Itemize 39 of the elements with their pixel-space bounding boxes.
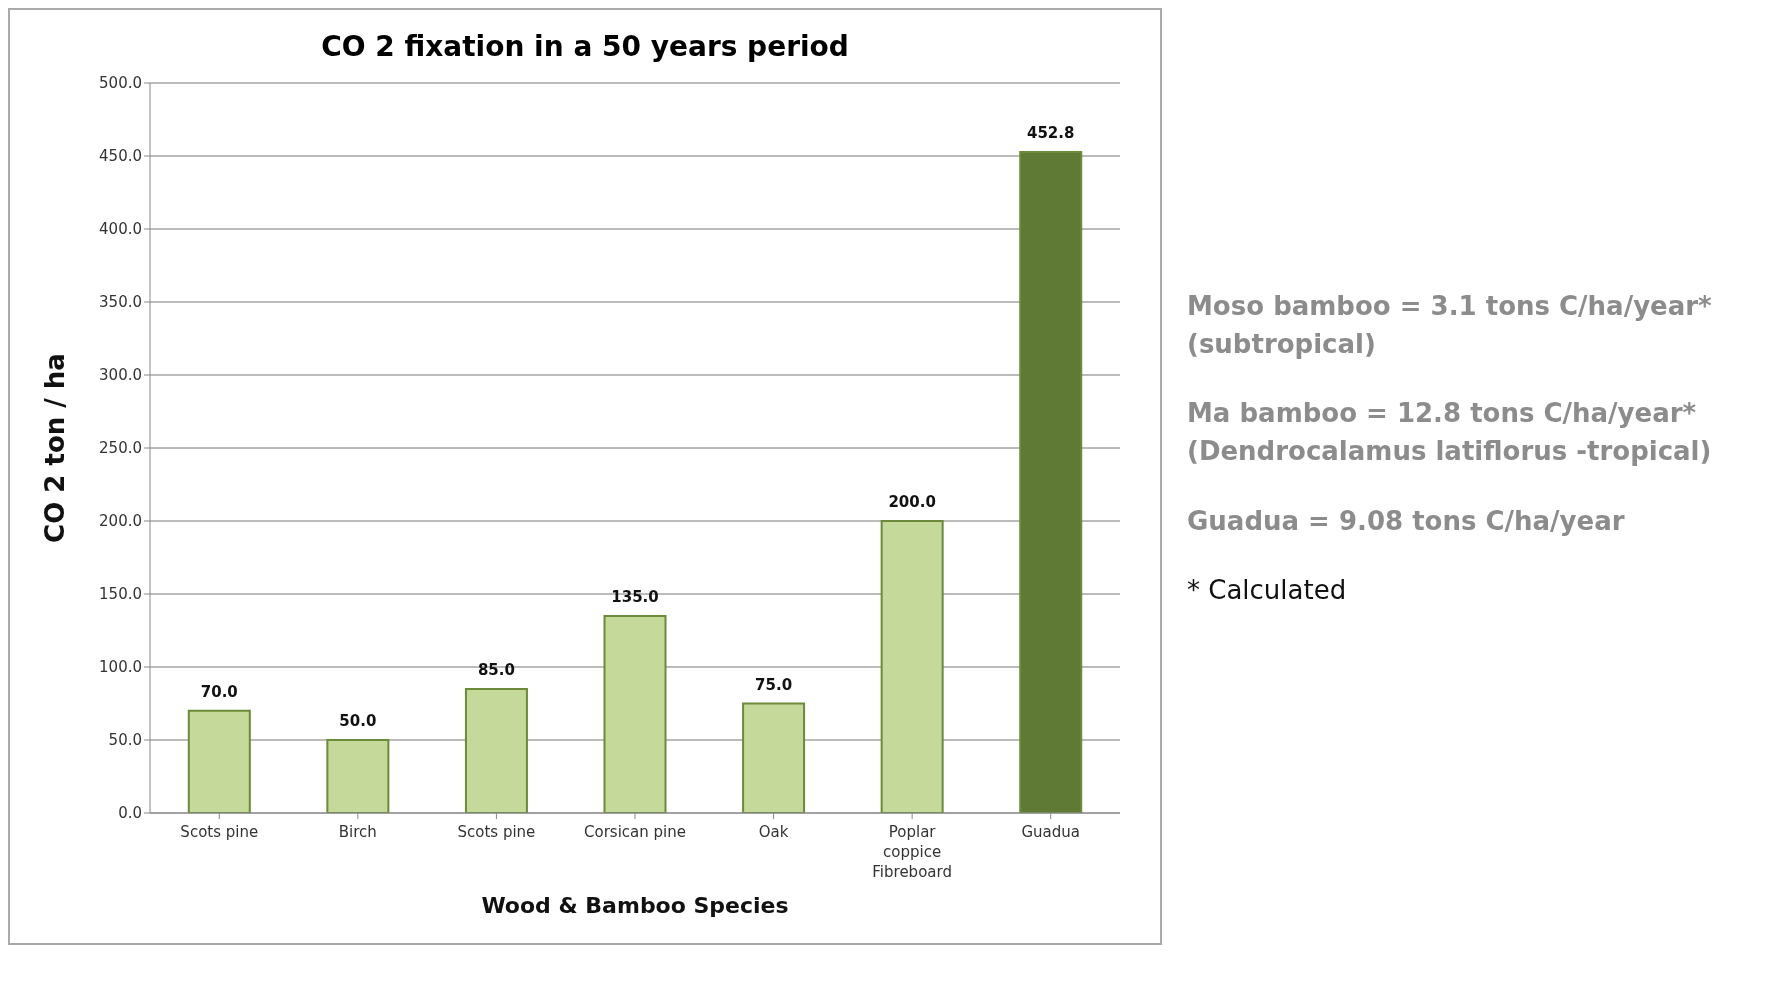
y-tick-label: 450.0 (99, 147, 142, 166)
data-label: 75.0 (755, 675, 793, 694)
x-tick-label: Poplar coppice Fibreboard (872, 823, 952, 881)
bar (1019, 150, 1083, 813)
text: Moso bamboo = 3.1 tons C/ha/year* (subtropical) (1187, 290, 1713, 361)
y-tick-label: 350.0 (99, 293, 142, 312)
y-tick-label: 250.0 (99, 439, 142, 458)
data-label: 200.0 (888, 493, 936, 511)
text: * Calculated (1187, 574, 1348, 608)
y-tick-label: 50.0 (108, 731, 142, 750)
data-label: 452.8 (1027, 123, 1075, 142)
x-tick-label: Oak (758, 823, 789, 841)
y-tick-label: 300.0 (99, 366, 142, 385)
data-label: 70.0 (200, 682, 238, 701)
text: Ma bamboo = 12.8 tons C/ha/year* (Dendrocalamus latiflorus -tropical) (1187, 397, 1713, 469)
y-tick-label: 200.0 (99, 512, 142, 531)
y-tick-label: 400.0 (99, 220, 142, 239)
y-tick-label: 500.0 (99, 74, 142, 93)
y-axis-title: CO 2 ton / ha (40, 353, 71, 543)
x-tick-label: Corsican pine (584, 823, 686, 841)
data-label: 50.0 (339, 712, 377, 730)
y-tick-label: 0.0 (118, 804, 142, 823)
text: Guadua = 9.08 tons C/ha/year (1187, 504, 1626, 538)
bar (742, 702, 806, 813)
x-tick-label: Birch (338, 823, 377, 841)
bar (187, 709, 251, 813)
y-tick-label: 150.0 (99, 585, 142, 604)
x-axis-title: Wood & Bamboo Species (481, 893, 789, 918)
x-tick-label: Scots pine (457, 823, 536, 841)
x-tick-label: Scots pine (180, 823, 259, 841)
y-tick-label: 100.0 (99, 658, 142, 677)
bar (603, 614, 667, 813)
bar (326, 739, 390, 813)
data-label: 85.0 (477, 660, 515, 679)
chart-title: CO 2 fixation in a 50 years period (320, 30, 850, 63)
data-label: 135.0 (611, 587, 659, 606)
x-tick-label: Guadua (1021, 823, 1080, 841)
bar (464, 687, 528, 813)
bar (880, 520, 944, 813)
